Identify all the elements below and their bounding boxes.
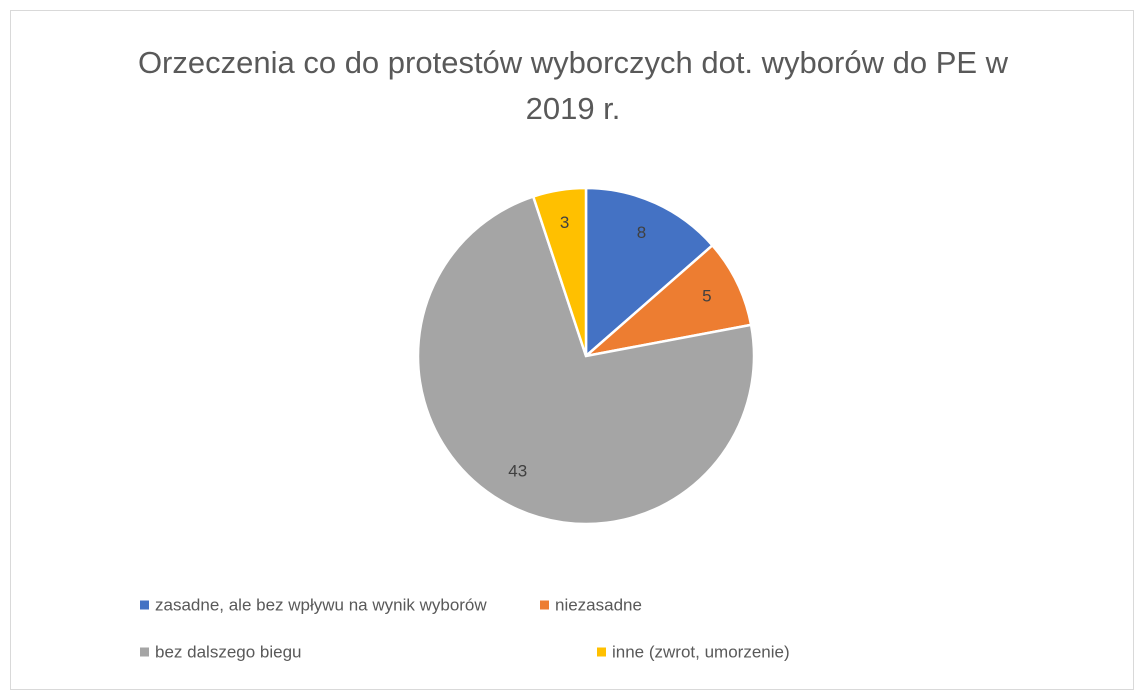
legend-marker <box>540 600 549 610</box>
legend-marker <box>597 647 606 657</box>
data-label: 3 <box>560 213 569 232</box>
data-label: 8 <box>637 223 646 242</box>
pie-slice <box>584 186 715 359</box>
pie-slice <box>581 243 753 359</box>
legend-label: bez dalszego biegu <box>155 642 302 661</box>
pie-slice <box>531 186 588 357</box>
data-label: 5 <box>702 287 711 306</box>
legend-label: inne (zwrot, umorzenie) <box>612 642 790 661</box>
pie-slice <box>416 194 756 526</box>
data-label: 43 <box>508 461 527 480</box>
legend-label: zasadne, ale bez wpływu na wynik wyborów <box>155 595 487 614</box>
legend-label: niezasadne <box>555 595 642 614</box>
legend-marker <box>140 647 149 657</box>
legend-marker <box>140 600 149 610</box>
chart-title: Orzeczenia co do protestów wyborczych do… <box>137 45 1009 126</box>
